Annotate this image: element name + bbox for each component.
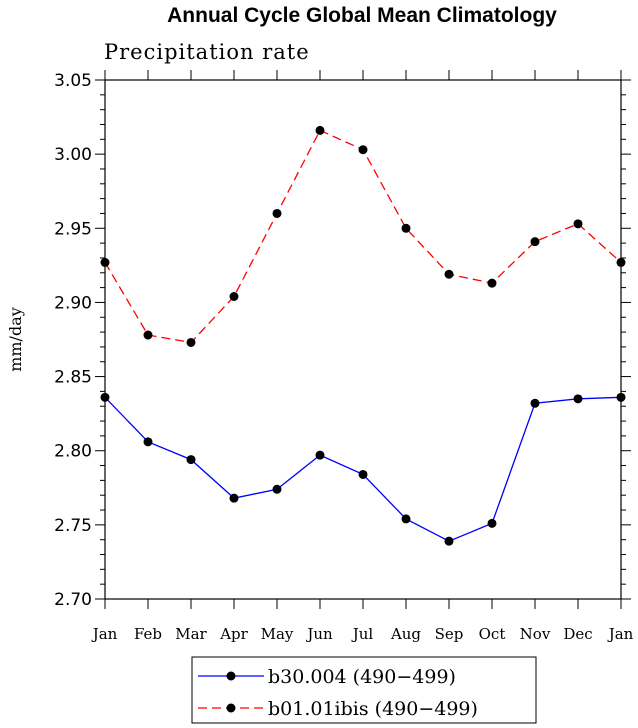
x-tick-label: May [261, 625, 294, 643]
data-point [315, 125, 325, 135]
data-point [530, 237, 540, 247]
legend-label: b30.004 (490−499) [268, 666, 456, 688]
x-tick-label: Dec [563, 625, 592, 643]
legend-box [191, 656, 537, 724]
data-point [272, 208, 282, 218]
series-line-2 [104, 129, 622, 344]
data-point [444, 536, 454, 546]
x-tick-label: Nov [520, 625, 551, 643]
data-point [100, 257, 110, 267]
x-tick-label: Mar [175, 625, 207, 643]
y-tick-label: 2.95 [54, 219, 92, 239]
data-point [315, 450, 325, 460]
chart-subtitle: Precipitation rate [104, 40, 310, 64]
data-point [616, 392, 626, 402]
data-point [401, 514, 411, 524]
data-point [358, 145, 368, 155]
x-tick-label: Oct [479, 625, 506, 643]
data-point [143, 437, 153, 447]
data-point [401, 223, 411, 233]
x-tick-label: Jan [607, 625, 634, 643]
legend-marker [226, 671, 236, 681]
data-point [143, 330, 153, 340]
legend: b30.004 (490−499) b01.01ibis (490−499) [191, 656, 537, 724]
chart-title: Annual Cycle Global Mean Climatology [167, 4, 557, 27]
data-point [616, 257, 626, 267]
x-tick-label: Aug [390, 625, 421, 643]
data-point [573, 219, 583, 229]
data-point [186, 455, 196, 465]
x-tick-label: Jun [305, 625, 333, 643]
y-tick-label: 2.75 [54, 516, 92, 536]
data-point [272, 484, 282, 494]
x-tick-label: Feb [134, 625, 162, 643]
data-point [444, 269, 454, 279]
data-point [358, 469, 368, 479]
y-tick-label: 2.70 [54, 590, 92, 610]
y-tick-label: 2.80 [54, 442, 92, 462]
y-tick-label: 3.05 [54, 71, 92, 91]
y-tick-label: 2.85 [54, 368, 92, 388]
series-line-1 [104, 396, 622, 542]
y-tick-label: 3.00 [54, 145, 92, 165]
y-tick-label: 2.90 [54, 293, 92, 313]
data-point [487, 518, 497, 528]
plot-area: 2.70 2.75 2.80 2.85 2.90 2.95 3.00 3.05 Jan Feb Ma… [6, 70, 634, 643]
data-point [100, 392, 110, 402]
x-tick-label: Jan [91, 625, 118, 643]
data-point [186, 337, 196, 347]
plot-frame [104, 79, 622, 600]
data-point [229, 291, 239, 301]
x-tick-label: Sep [435, 625, 464, 643]
legend-marker [226, 703, 236, 713]
data-point [229, 493, 239, 503]
data-point [487, 278, 497, 288]
data-point [573, 394, 583, 404]
x-tick-label: Jul [351, 625, 374, 643]
data-point [530, 398, 540, 408]
x-tick-label: Apr [219, 625, 248, 643]
y-axis-title: mm/day [6, 307, 25, 372]
legend-label: b01.01ibis (490−499) [268, 698, 478, 720]
